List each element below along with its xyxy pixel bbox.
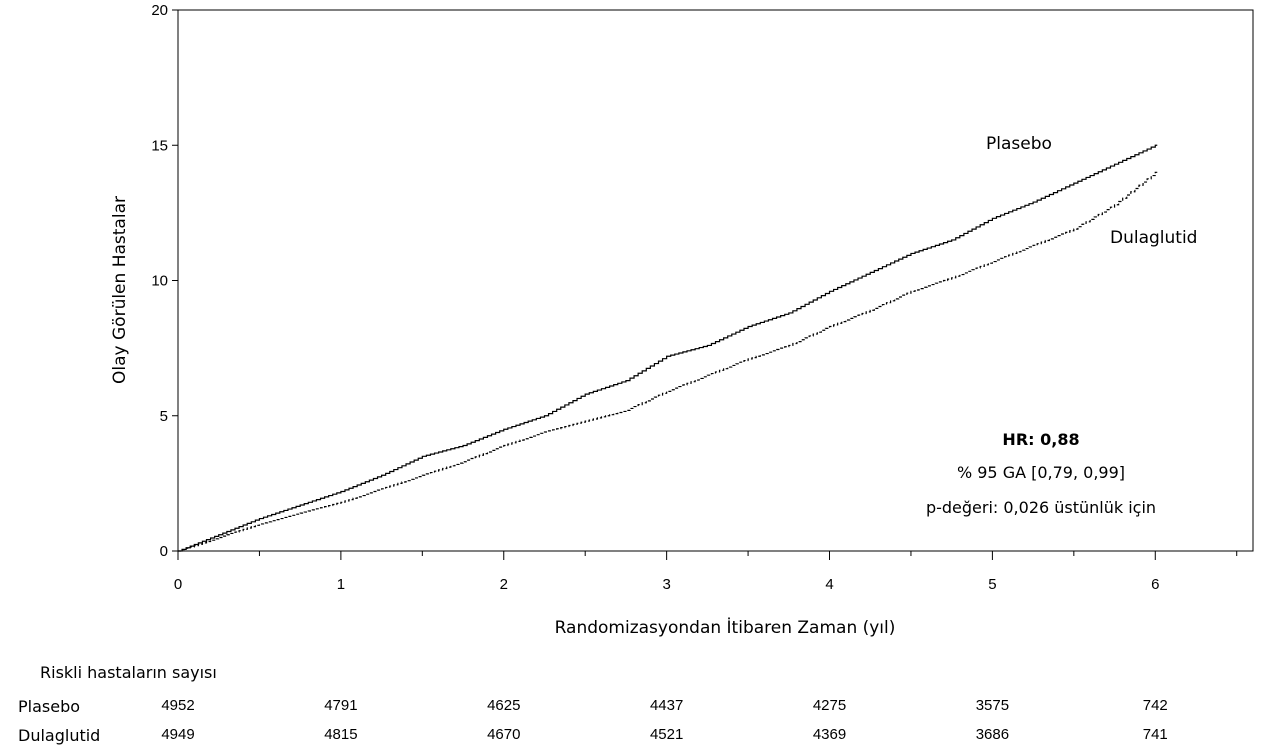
x-tick-label: 5 <box>988 576 996 593</box>
x-tick-label: 6 <box>1151 576 1159 593</box>
x-tick-label: 3 <box>662 576 670 593</box>
ci-annotation: % 95 GA [0,79, 0,99] <box>957 463 1125 482</box>
x-axis-title: Randomizasyondan İtibaren Zaman (yıl) <box>555 617 896 638</box>
x-tick-label: 2 <box>500 576 508 593</box>
y-tick-label: 5 <box>160 408 168 425</box>
series-label-dulaglutid: Dulaglutid <box>1110 228 1197 248</box>
x-axis: 0 1 2 3 4 5 6 <box>174 551 1238 593</box>
p-value-annotation: p-değeri: 0,026 üstünlük için <box>926 498 1156 517</box>
series-lines <box>178 144 1158 552</box>
y-axis: 0 5 10 15 20 <box>151 2 178 560</box>
series-line-dulaglutid <box>178 171 1158 552</box>
y-tick-label: 15 <box>151 137 168 154</box>
x-tick-label: 0 <box>174 576 182 593</box>
y-tick-label: 0 <box>160 543 168 560</box>
y-tick-label: 10 <box>151 273 168 290</box>
series-line-plasebo <box>178 144 1158 552</box>
y-axis-title: Olay Görülen Hastalar <box>110 196 130 384</box>
hr-annotation: HR: 0,88 <box>1002 430 1079 449</box>
x-tick-label: 1 <box>337 576 345 593</box>
y-tick-label: 20 <box>151 2 168 19</box>
series-label-plasebo: Plasebo <box>986 134 1052 154</box>
x-tick-label: 4 <box>825 576 833 593</box>
